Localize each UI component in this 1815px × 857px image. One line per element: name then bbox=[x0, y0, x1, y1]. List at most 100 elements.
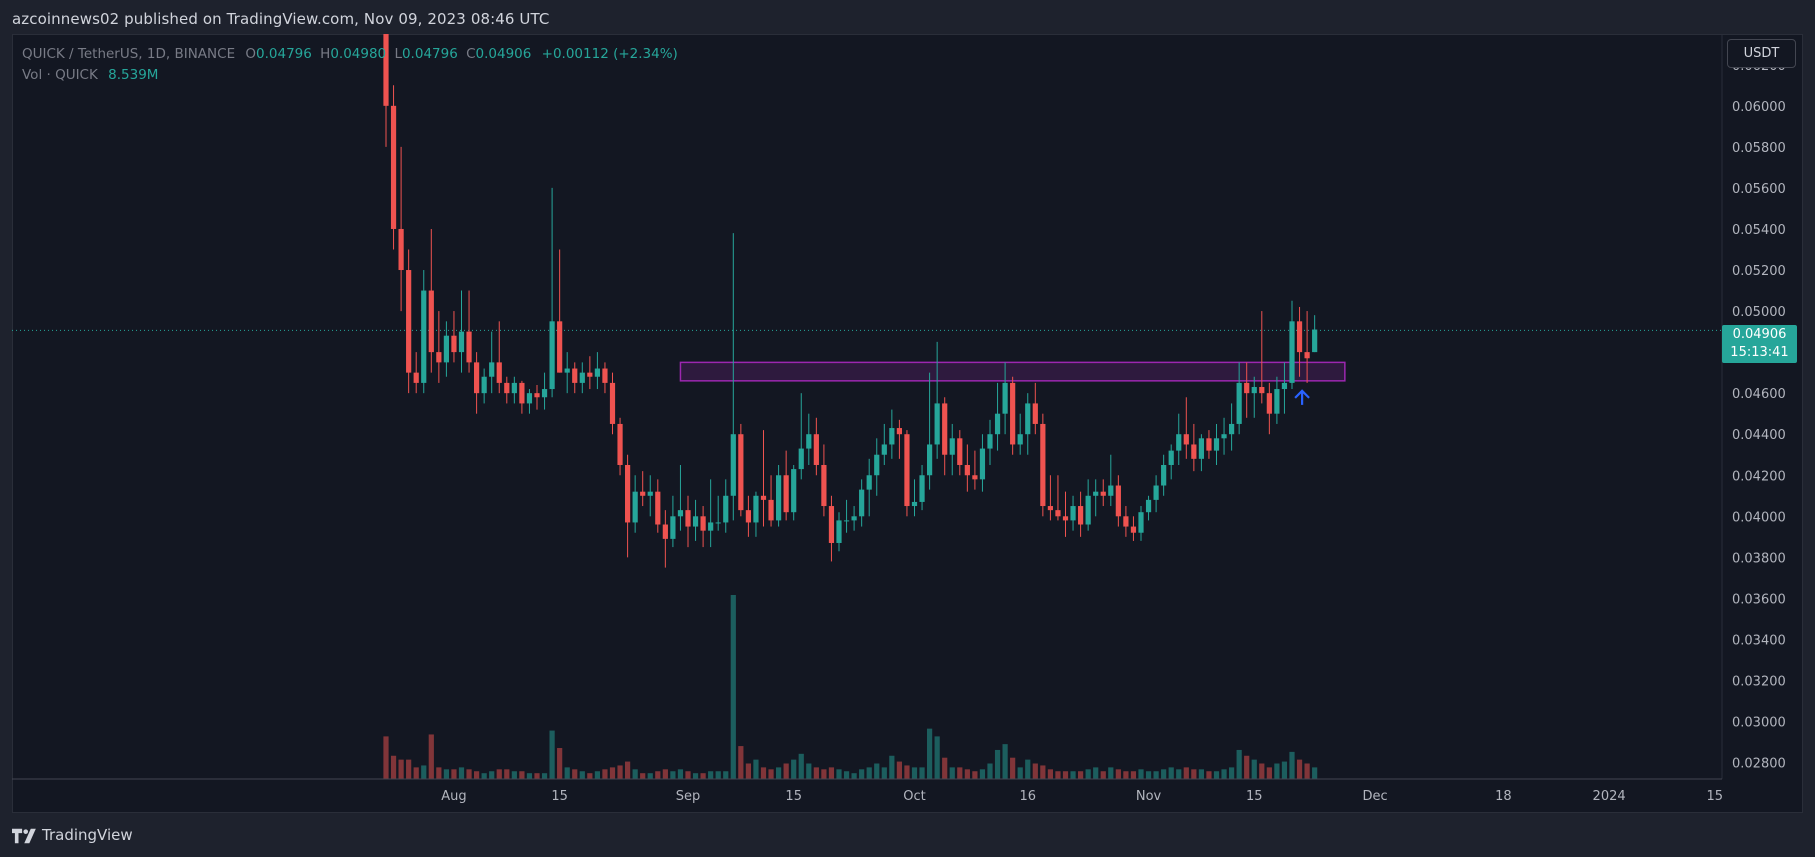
candle bbox=[519, 380, 525, 414]
volume-bar bbox=[806, 763, 812, 779]
chart-legend: QUICK / TetherUS, 1D, BINANCE O0.04796 H… bbox=[22, 44, 678, 86]
volume-bar bbox=[421, 765, 427, 779]
volume-bar bbox=[496, 769, 502, 779]
candle bbox=[979, 434, 986, 492]
volume-bar bbox=[753, 759, 759, 779]
candle bbox=[647, 475, 653, 517]
volume-bar bbox=[866, 767, 872, 779]
volume-bar bbox=[760, 767, 767, 779]
currency-button[interactable]: USDT bbox=[1727, 39, 1796, 68]
symbol-title[interactable]: QUICK / TetherUS, 1D, BINANCE bbox=[22, 46, 236, 62]
volume-bar bbox=[776, 767, 782, 779]
candle bbox=[1168, 444, 1174, 480]
price-axis: 0.062000.060000.058000.056000.054000.052… bbox=[1721, 34, 1786, 779]
candle bbox=[942, 397, 948, 476]
candle bbox=[1062, 491, 1069, 537]
candle bbox=[904, 430, 910, 517]
time-tick-label: Nov bbox=[1136, 789, 1162, 804]
chart-frame[interactable] bbox=[12, 34, 1803, 813]
high-label: H bbox=[320, 46, 331, 62]
candle bbox=[851, 506, 857, 531]
high-value: 0.04980 bbox=[330, 46, 387, 62]
volume-bar bbox=[640, 773, 646, 779]
volume-bar bbox=[934, 736, 940, 779]
volume-bar bbox=[745, 763, 751, 779]
close-label: C bbox=[466, 46, 476, 62]
candle bbox=[813, 417, 819, 476]
candle bbox=[602, 362, 608, 394]
volume-bar bbox=[1145, 771, 1152, 779]
candle bbox=[1032, 382, 1038, 435]
candle bbox=[1281, 362, 1288, 414]
volume-bar bbox=[1259, 763, 1265, 779]
volume-bar bbox=[904, 765, 910, 779]
candle bbox=[866, 458, 872, 517]
candle bbox=[1040, 413, 1046, 517]
volume-bar bbox=[730, 595, 736, 779]
candle bbox=[836, 512, 842, 552]
volume-bar bbox=[957, 767, 963, 779]
candle bbox=[1244, 362, 1250, 418]
volume-bar bbox=[942, 757, 948, 779]
volume-bar bbox=[390, 755, 397, 779]
volume-bar bbox=[987, 763, 993, 779]
volume-bar bbox=[1221, 769, 1227, 779]
volume-label[interactable]: Vol · QUICK bbox=[22, 67, 98, 83]
candle bbox=[1108, 454, 1114, 507]
open-value: 0.04796 bbox=[256, 46, 312, 62]
price-tick-label: 0.03400 bbox=[1732, 633, 1786, 648]
price-tick-label: 0.05000 bbox=[1732, 305, 1786, 320]
candle bbox=[1259, 311, 1265, 404]
volume-bar bbox=[662, 769, 668, 779]
volume-bar bbox=[549, 730, 555, 779]
price-tick-label: 0.05600 bbox=[1732, 182, 1786, 197]
volume-bar bbox=[911, 767, 918, 779]
volume-bar bbox=[813, 767, 819, 779]
volume-bar bbox=[1229, 767, 1235, 779]
volume-bar bbox=[1244, 755, 1250, 779]
price-tick-label: 0.02800 bbox=[1732, 757, 1786, 772]
volume-bar bbox=[587, 773, 593, 779]
volume-bar bbox=[1025, 759, 1031, 779]
time-tick-label: 15 bbox=[551, 789, 568, 804]
volume-bar bbox=[896, 761, 902, 779]
volume-bar bbox=[564, 767, 570, 779]
volume-bar bbox=[1266, 767, 1272, 779]
volume-bar bbox=[489, 771, 495, 779]
candle bbox=[481, 368, 487, 404]
open-label: O bbox=[245, 46, 257, 62]
candle bbox=[617, 417, 623, 476]
candle bbox=[1047, 475, 1053, 521]
volume-bar bbox=[994, 749, 1001, 779]
price-tick-label: 0.03000 bbox=[1732, 716, 1786, 731]
arrow-annotation bbox=[1294, 389, 1310, 405]
candle bbox=[474, 352, 480, 414]
volume-bar bbox=[927, 728, 933, 779]
candle bbox=[1213, 423, 1220, 465]
volume-bar bbox=[504, 769, 510, 779]
candle bbox=[806, 413, 812, 465]
candle bbox=[911, 479, 918, 517]
volume-bar bbox=[881, 767, 887, 779]
candle bbox=[670, 495, 676, 548]
candle bbox=[1017, 413, 1023, 455]
volume-bar bbox=[1093, 767, 1099, 779]
volume-bar bbox=[677, 769, 684, 779]
candle bbox=[934, 341, 940, 459]
candle bbox=[1093, 479, 1099, 517]
candle bbox=[1153, 475, 1159, 513]
volume-bar bbox=[609, 767, 616, 779]
price-tick-label: 0.03800 bbox=[1732, 551, 1786, 566]
candle bbox=[1010, 376, 1016, 455]
volume-bar bbox=[436, 767, 442, 779]
candle bbox=[1055, 475, 1061, 521]
candle bbox=[745, 495, 751, 537]
volume-bar bbox=[874, 763, 880, 779]
volume-bar bbox=[972, 771, 978, 779]
price-tick-label: 0.03200 bbox=[1732, 674, 1786, 689]
volume-bar bbox=[466, 769, 472, 779]
candle bbox=[1251, 376, 1257, 418]
volume-bar bbox=[572, 769, 578, 779]
candle bbox=[511, 376, 517, 404]
